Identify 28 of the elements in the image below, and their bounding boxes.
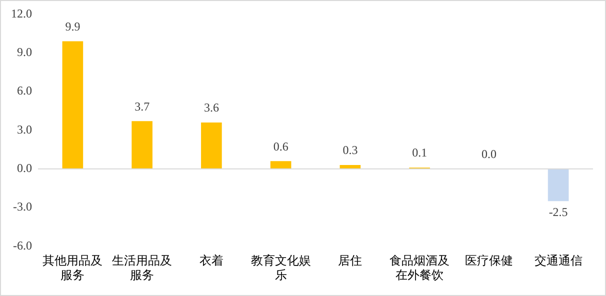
y-tick-label: 6.0 <box>17 84 32 98</box>
data-label: 0.1 <box>412 146 428 160</box>
y-tick-label: 12.0 <box>11 6 32 20</box>
bar <box>132 121 152 169</box>
y-tick-label: -3.0 <box>13 200 32 214</box>
y-tick-label: 3.0 <box>17 122 32 136</box>
data-label: 3.7 <box>134 99 150 114</box>
bar <box>270 161 292 169</box>
x-tick-label: 衣着 <box>199 254 224 268</box>
x-tick-label: 医疗保健 <box>464 254 513 268</box>
data-label: 0.6 <box>273 139 288 154</box>
x-tick-label: 居住 <box>338 254 362 268</box>
x-tick-label: 交通通信 <box>534 254 582 268</box>
y-tick-label: -6.0 <box>13 238 32 252</box>
bar <box>548 168 569 202</box>
data-label: -2.5 <box>548 205 568 220</box>
bar <box>62 41 84 169</box>
x-tick-label: 其他用品及服务 <box>42 254 103 282</box>
data-label: 9.9 <box>65 19 80 34</box>
y-tick-label: 0.0 <box>17 161 32 176</box>
x-tick-label: 生活用品及服务 <box>112 254 172 282</box>
x-tick-label: 食品烟酒及在外餐饮 <box>390 254 450 282</box>
data-label: 3.6 <box>204 100 219 115</box>
y-tick-label: 9.0 <box>17 45 32 60</box>
x-tick-label: 教育文化娱乐 <box>250 254 311 282</box>
bar <box>201 122 222 169</box>
data-label: 0.3 <box>342 143 358 158</box>
data-label: 0.0 <box>481 147 496 162</box>
